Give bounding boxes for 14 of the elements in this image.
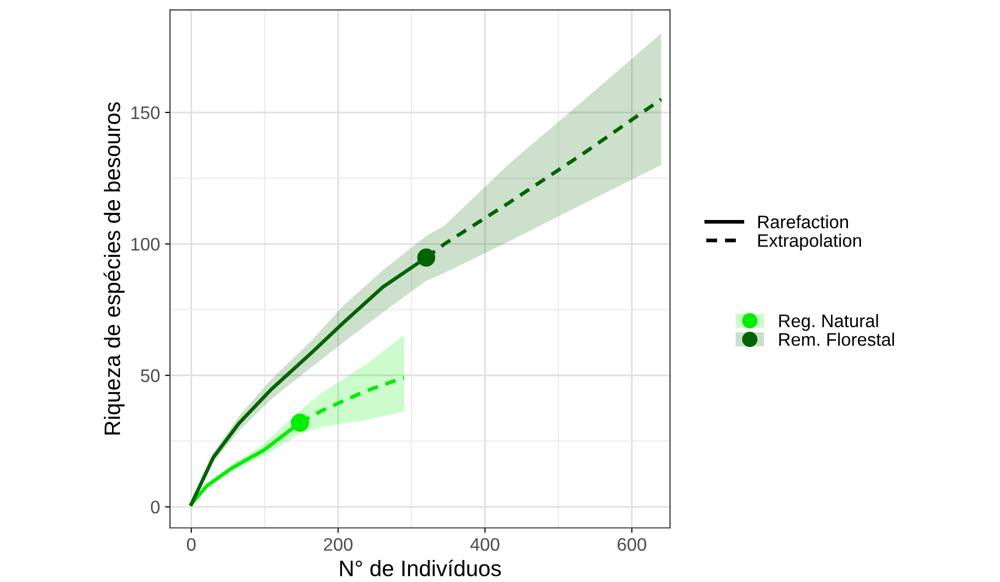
legend-label: Rem. Florestal	[779, 332, 894, 346]
y-tick-label: 100	[132, 238, 160, 251]
x-tick-label: 400	[470, 538, 500, 551]
x-tick-label: 200	[324, 538, 352, 551]
legend-label: Extrapolation	[758, 234, 862, 251]
y-tick-label: 150	[132, 106, 160, 120]
y-tick-label: 0	[150, 500, 160, 514]
legend-label: Rarefaction	[758, 215, 848, 228]
y-tick-label: 50	[140, 369, 160, 382]
x-tick-label: 0	[186, 538, 196, 551]
legend-label: Reg. Natural	[779, 314, 878, 331]
x-axis-title: N° de Indivíduos	[340, 560, 501, 576]
x-tick-label: 600	[618, 538, 646, 551]
y-axis-title: Riqueza de espécies de besouros	[104, 102, 125, 434]
